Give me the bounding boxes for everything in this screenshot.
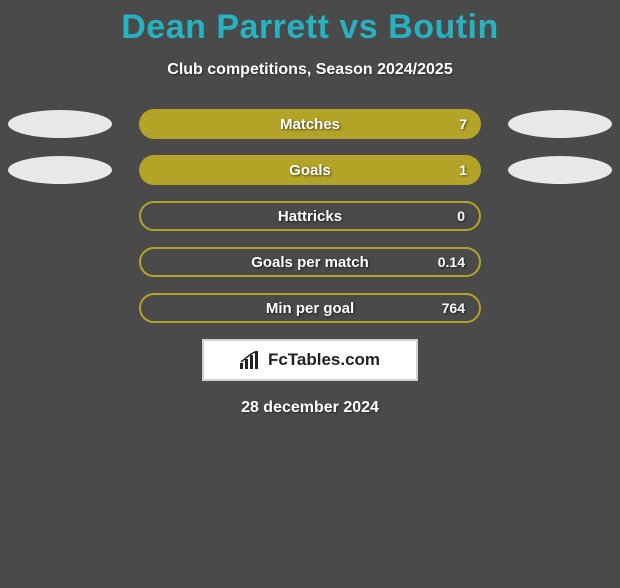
- left-ellipse: [8, 156, 112, 184]
- stat-row: Hattricks 0: [139, 201, 481, 231]
- stat-label: Matches: [280, 116, 340, 133]
- stat-label: Min per goal: [266, 300, 354, 317]
- stat-row: Matches 7: [139, 109, 481, 139]
- stat-value: 7: [459, 116, 467, 132]
- stat-row: Goals per match 0.14: [139, 247, 481, 277]
- stat-row: Goals 1: [139, 155, 481, 185]
- right-ellipse: [508, 156, 612, 184]
- right-ellipse: [508, 110, 612, 138]
- stat-value: 0: [457, 208, 465, 224]
- source-logo: FcTables.com: [202, 339, 418, 381]
- stat-label: Goals: [289, 162, 331, 179]
- snapshot-date: 28 december 2024: [0, 399, 620, 417]
- comparison-subtitle: Club competitions, Season 2024/2025: [0, 61, 620, 79]
- left-ellipse: [8, 110, 112, 138]
- stat-row: Min per goal 764: [139, 293, 481, 323]
- stat-value: 0.14: [438, 254, 465, 270]
- stat-value: 1: [459, 162, 467, 178]
- stats-container: Matches 7 Goals 1 Hattricks 0 Goals per match 0…: [0, 109, 620, 323]
- stat-label: Goals per match: [251, 254, 369, 271]
- stat-value: 764: [442, 300, 465, 316]
- comparison-title: Dean Parrett vs Boutin: [0, 8, 620, 47]
- bar-chart-icon: [240, 351, 262, 369]
- source-logo-text: FcTables.com: [268, 350, 380, 370]
- stat-label: Hattricks: [278, 208, 342, 225]
